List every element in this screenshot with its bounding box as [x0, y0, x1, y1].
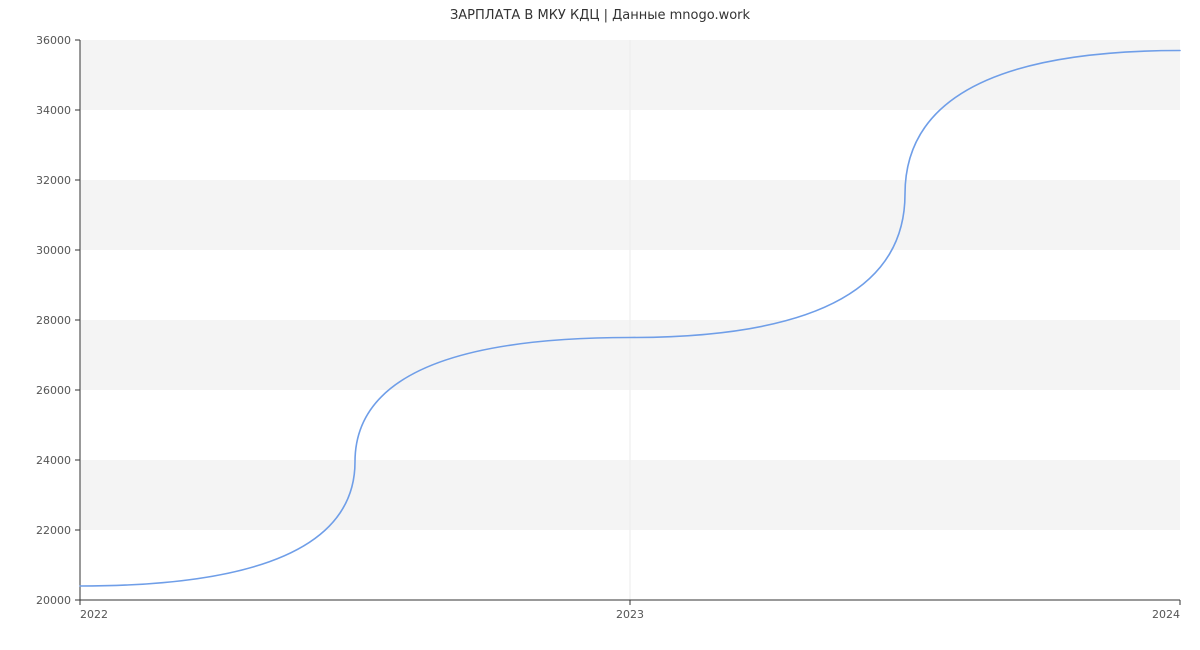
y-tick-label: 26000 [36, 384, 71, 397]
x-tick-label: 2023 [616, 608, 644, 621]
y-tick-label: 20000 [36, 594, 71, 607]
x-tick-label: 2022 [80, 608, 108, 621]
y-tick-label: 36000 [36, 34, 71, 47]
y-tick-label: 22000 [36, 524, 71, 537]
y-tick-label: 30000 [36, 244, 71, 257]
x-tick-label: 2024 [1152, 608, 1180, 621]
chart-title: ЗАРПЛАТА В МКУ КДЦ | Данные mnogo.work [0, 8, 1200, 23]
y-tick-label: 24000 [36, 454, 71, 467]
y-tick-label: 32000 [36, 174, 71, 187]
chart-svg: 20000 22000 24000 26000 28000 30000 32000 34000… [0, 0, 1200, 650]
y-tick-label: 28000 [36, 314, 71, 327]
y-tick-label: 34000 [36, 104, 71, 117]
salary-line-chart: ЗАРПЛАТА В МКУ КДЦ | Данные mnogo.work 2… [0, 0, 1200, 650]
